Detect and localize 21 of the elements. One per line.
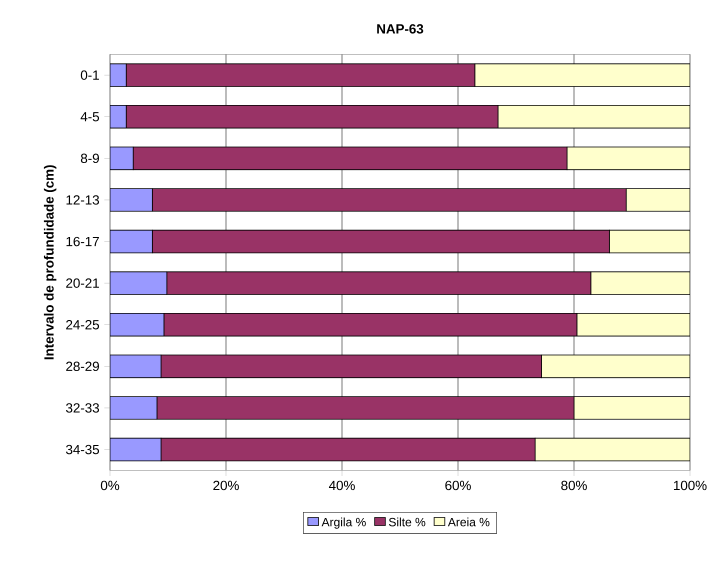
y-tick-label: 34-35 [66,444,100,454]
y-tick-label: 12-13 [66,195,100,205]
x-tick-label: 0% [100,480,120,490]
x-tick-label: 100% [674,480,707,490]
y-axis-title: Intervalo de profundidade (cm) [44,165,56,360]
y-tick-label: 32-33 [66,403,100,413]
legend-label: Argila % [322,518,366,529]
y-tick-label: 20-21 [66,278,99,288]
y-tick-label: 16-17 [66,236,99,246]
y-tick-label: 24-25 [66,320,100,330]
x-tick-label: 20% [213,480,239,490]
chart-title: NAP-63 [377,24,424,34]
legend-label: Areia % [448,518,490,526]
x-tick-label: 80% [561,480,587,490]
legend-label: Silte % [388,518,426,526]
x-tick-label: 40% [328,480,355,490]
x-tick-label: 60% [445,480,471,490]
y-tick-label: 8-9 [80,154,99,164]
y-tick-label: 28-29 [66,362,99,372]
y-tick-label: 0-1 [80,70,99,80]
y-tick-label: 4-5 [80,112,100,122]
